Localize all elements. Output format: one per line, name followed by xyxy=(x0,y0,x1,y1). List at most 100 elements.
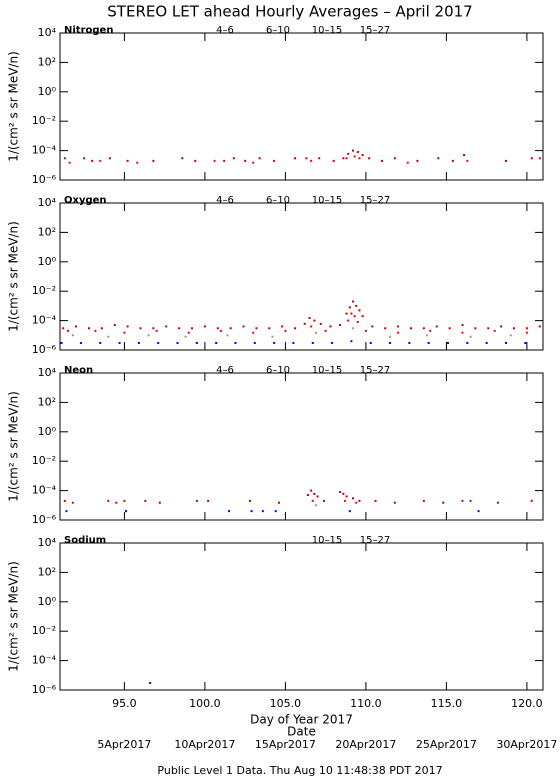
data-point xyxy=(229,327,232,330)
data-point xyxy=(65,510,68,513)
legend-label: 10–15 xyxy=(312,365,342,376)
y-tick-label: 10⁰ xyxy=(38,255,57,268)
data-point xyxy=(538,325,541,328)
data-point xyxy=(437,157,440,160)
data-point xyxy=(355,501,358,504)
data-point xyxy=(62,327,65,330)
data-point xyxy=(284,329,287,332)
data-point xyxy=(347,152,350,155)
data-point xyxy=(149,681,152,684)
x-axis-label: Day of Year 2017 xyxy=(250,713,353,727)
data-point xyxy=(228,510,231,513)
panel-title: Sodium xyxy=(64,535,106,546)
y-tick-label: 10⁻² xyxy=(32,284,56,297)
data-point xyxy=(361,315,364,318)
data-point xyxy=(348,510,351,513)
data-point xyxy=(416,159,419,162)
data-point xyxy=(466,159,469,162)
data-point xyxy=(538,157,541,160)
data-point xyxy=(353,155,356,158)
data-point xyxy=(422,499,425,502)
data-point xyxy=(345,495,348,498)
data-point xyxy=(361,154,364,157)
data-point xyxy=(147,334,150,337)
data-point xyxy=(356,151,359,154)
data-point xyxy=(500,325,503,328)
data-point xyxy=(63,157,66,160)
data-point xyxy=(226,334,229,337)
data-point xyxy=(530,157,533,160)
y-axis-label: 1/(cm² s sr MeV/n) xyxy=(7,221,21,332)
data-point xyxy=(75,325,78,328)
panel-title: Neon xyxy=(64,365,93,376)
data-point xyxy=(87,327,90,330)
plot-frame xyxy=(59,542,544,691)
data-point xyxy=(83,157,86,160)
data-point xyxy=(99,159,102,162)
data-point xyxy=(496,501,499,504)
data-point xyxy=(314,504,317,507)
y-axis-label: 1/(cm² s sr MeV/n) xyxy=(7,561,21,672)
data-point xyxy=(345,157,348,160)
data-point xyxy=(429,329,432,332)
data-point xyxy=(268,327,271,330)
data-point xyxy=(313,319,316,322)
data-point xyxy=(244,159,247,162)
y-tick-label: 10² xyxy=(38,225,56,238)
y-tick-label: 10⁰ xyxy=(38,85,57,98)
x-tick-label: 120.0 xyxy=(511,697,543,710)
data-point xyxy=(485,341,488,344)
data-point xyxy=(469,335,472,338)
data-point xyxy=(389,335,392,338)
date-tick-label: 5Apr2017 xyxy=(97,738,151,751)
data-point xyxy=(310,159,313,162)
legend-label: 15–27 xyxy=(360,25,390,36)
x-tick-label: 110.0 xyxy=(350,697,382,710)
data-point xyxy=(393,157,396,160)
date-tick-label: 20Apr2017 xyxy=(335,738,396,751)
date-tick-label: 15Apr2017 xyxy=(255,738,316,751)
data-point xyxy=(314,331,317,334)
plot-frame xyxy=(59,202,544,351)
data-point xyxy=(332,159,335,162)
data-point xyxy=(356,321,359,324)
data-point xyxy=(195,499,198,502)
data-point xyxy=(94,329,97,332)
data-point xyxy=(223,159,226,162)
data-point xyxy=(530,499,533,502)
y-tick-label: 10⁻⁶ xyxy=(32,343,57,356)
data-point xyxy=(176,341,179,344)
chart-title: STEREO LET ahead Hourly Averages – April… xyxy=(107,3,472,21)
data-point xyxy=(343,499,346,502)
data-point xyxy=(255,327,258,330)
data-point xyxy=(165,325,168,328)
y-tick-label: 10⁴ xyxy=(38,536,57,549)
data-point xyxy=(71,334,74,337)
data-point xyxy=(242,325,245,328)
legend-label: 15–27 xyxy=(360,195,390,206)
data-point xyxy=(281,325,284,328)
data-point xyxy=(123,331,126,334)
x-tick-label: 95.0 xyxy=(112,697,137,710)
data-point xyxy=(389,341,392,344)
data-point xyxy=(447,341,450,344)
data-point xyxy=(203,325,206,328)
data-point xyxy=(191,327,194,330)
data-point xyxy=(79,341,82,344)
data-point xyxy=(339,491,342,494)
data-point xyxy=(393,501,396,504)
data-point xyxy=(409,327,412,330)
data-point xyxy=(107,335,110,338)
data-point xyxy=(524,341,527,344)
data-point xyxy=(220,329,222,332)
data-point xyxy=(319,322,322,325)
y-tick-label: 10⁴ xyxy=(38,196,57,209)
legend-label: 15–27 xyxy=(360,365,390,376)
data-point xyxy=(181,157,184,160)
data-point xyxy=(232,157,235,160)
data-point xyxy=(250,510,253,513)
legend-label: 4–6 xyxy=(216,365,234,376)
data-point xyxy=(329,325,332,328)
data-point xyxy=(374,499,377,502)
data-point xyxy=(310,489,313,492)
